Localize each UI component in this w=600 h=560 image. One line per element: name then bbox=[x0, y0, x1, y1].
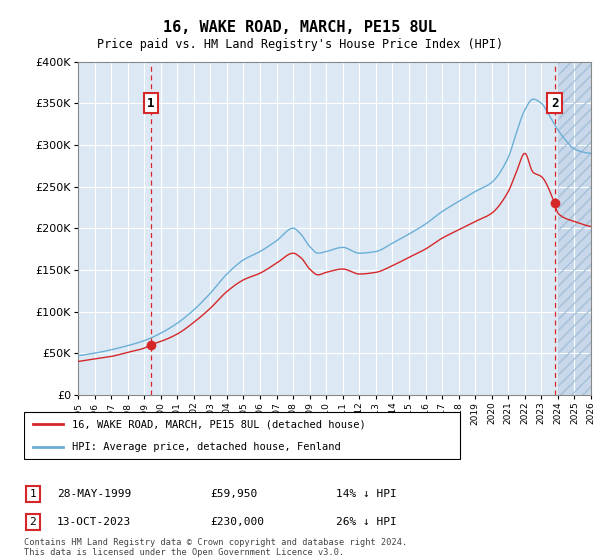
Text: 2: 2 bbox=[29, 517, 37, 527]
Bar bbox=[558, 62, 591, 395]
Text: £59,950: £59,950 bbox=[210, 489, 257, 499]
Text: £230,000: £230,000 bbox=[210, 517, 264, 527]
Bar bbox=[558, 62, 591, 395]
Text: 1: 1 bbox=[147, 97, 155, 110]
Text: 13-OCT-2023: 13-OCT-2023 bbox=[57, 517, 131, 527]
Text: HPI: Average price, detached house, Fenland: HPI: Average price, detached house, Fenl… bbox=[72, 442, 341, 452]
Text: 1: 1 bbox=[29, 489, 37, 499]
Text: Contains HM Land Registry data © Crown copyright and database right 2024.
This d: Contains HM Land Registry data © Crown c… bbox=[24, 538, 407, 557]
FancyBboxPatch shape bbox=[24, 412, 460, 459]
Text: 26% ↓ HPI: 26% ↓ HPI bbox=[336, 517, 397, 527]
Text: Price paid vs. HM Land Registry's House Price Index (HPI): Price paid vs. HM Land Registry's House … bbox=[97, 38, 503, 51]
Text: 2: 2 bbox=[551, 97, 559, 110]
Text: 16, WAKE ROAD, MARCH, PE15 8UL: 16, WAKE ROAD, MARCH, PE15 8UL bbox=[163, 20, 437, 35]
Text: 16, WAKE ROAD, MARCH, PE15 8UL (detached house): 16, WAKE ROAD, MARCH, PE15 8UL (detached… bbox=[72, 419, 366, 430]
Text: 28-MAY-1999: 28-MAY-1999 bbox=[57, 489, 131, 499]
Text: 14% ↓ HPI: 14% ↓ HPI bbox=[336, 489, 397, 499]
